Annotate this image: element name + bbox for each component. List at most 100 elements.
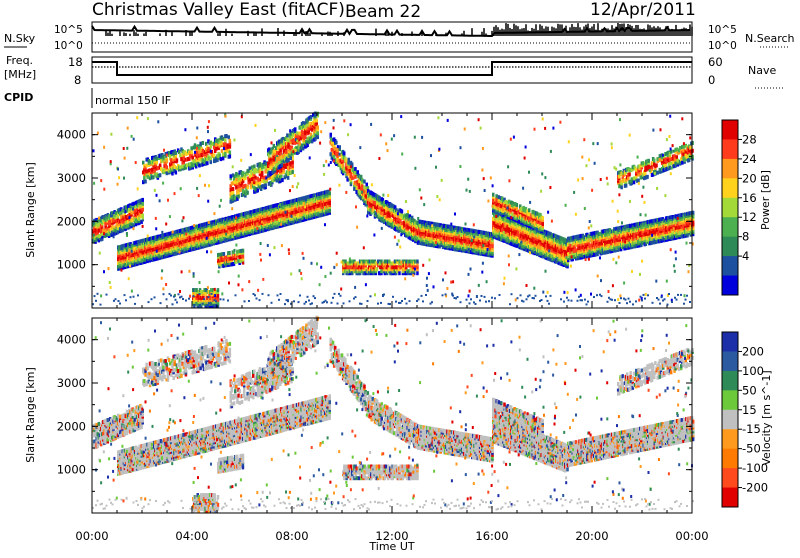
range-cell (210, 160, 213, 164)
range-cell (388, 260, 391, 264)
range-cell (380, 269, 383, 273)
range-cell (198, 164, 201, 168)
range-cell (222, 137, 225, 141)
range-cell (285, 150, 288, 154)
range-cell (225, 134, 228, 138)
range-cell (416, 265, 419, 269)
range-cell (405, 263, 408, 267)
range-cell (334, 147, 337, 151)
range-cell (222, 156, 225, 160)
range-cell (145, 164, 148, 168)
range-cell (379, 265, 382, 269)
range-cell (186, 163, 189, 167)
range-cell (235, 172, 238, 176)
range-cell (261, 179, 264, 183)
range-cell (226, 143, 229, 147)
range-cell (192, 156, 195, 160)
range-cell (205, 142, 208, 146)
range-cell (361, 184, 364, 188)
range-cell (213, 153, 216, 157)
count-tick-left-top: 10^5 (54, 24, 83, 36)
range-cell (281, 163, 284, 167)
range-cell (215, 147, 218, 151)
range-cell (360, 175, 363, 179)
range-cell (302, 147, 305, 151)
range-cell (291, 170, 294, 174)
freq-panel: Freq. [MHz] 18 8 60 0 Nave (4, 54, 785, 88)
range-cell (133, 202, 136, 206)
range-cell (416, 271, 419, 275)
range-cell (228, 135, 231, 139)
freq-label-2: [MHz] (4, 68, 36, 81)
range-cell (249, 166, 252, 170)
range-cell (166, 171, 169, 175)
range-cell (230, 174, 233, 178)
range-cell (399, 265, 402, 269)
range-cell (142, 208, 145, 212)
range-cell (401, 210, 404, 214)
range-cell (104, 222, 107, 226)
range-cell (251, 181, 254, 185)
range-cell (206, 161, 209, 165)
range-cell (354, 175, 357, 179)
range-cell (169, 155, 172, 159)
range-cell (317, 135, 320, 139)
range-cell (202, 141, 205, 145)
range-cell (339, 145, 342, 149)
range-cell (286, 133, 289, 137)
range-cell (220, 157, 223, 161)
range-cell (343, 151, 346, 155)
range-cell (162, 155, 165, 159)
range-cell (376, 267, 379, 271)
range-cell (346, 178, 349, 182)
range-cell (168, 151, 171, 155)
range-cell (335, 141, 338, 145)
count-tick-right-top: 10^5 (708, 24, 737, 36)
range-cell (210, 141, 213, 145)
range-cell (384, 260, 387, 264)
range-cell (330, 133, 333, 137)
nave-label: Nave (748, 64, 776, 77)
range-cell (148, 159, 151, 163)
range-cell (159, 173, 162, 177)
range-cell (229, 154, 232, 158)
range-cell (329, 209, 332, 213)
range-cell (112, 218, 115, 222)
range-cell (308, 130, 311, 134)
range-cell (276, 151, 279, 155)
freq-label-1: Freq. (6, 54, 33, 67)
range-cell (180, 157, 183, 161)
range-cell (179, 154, 182, 158)
range-cell (280, 175, 283, 179)
range-cell (222, 153, 225, 157)
range-cell (175, 171, 178, 175)
range-cell (145, 169, 148, 173)
range-cell (232, 173, 235, 177)
range-cell (224, 138, 227, 142)
range-cell (287, 176, 290, 180)
range-cell (156, 161, 159, 165)
nsky-label: N.Sky (4, 32, 36, 45)
range-cell (398, 271, 401, 275)
range-cell (151, 168, 154, 172)
range-cell (174, 165, 177, 169)
range-cell (190, 146, 193, 150)
range-cell (258, 178, 261, 182)
range-cell (232, 187, 235, 191)
range-cell (259, 182, 262, 186)
range-cell (393, 265, 396, 269)
range-cell (380, 260, 383, 264)
range-cell (336, 148, 339, 152)
range-cell (344, 260, 347, 264)
count-tick-right-bottom: 10^0 (708, 40, 737, 52)
range-cell (281, 178, 284, 182)
range-cell (246, 191, 249, 195)
range-cell (401, 221, 404, 225)
range-cell (246, 211, 249, 215)
range-cell (330, 152, 333, 156)
range-cell (357, 170, 360, 174)
range-cell (299, 141, 302, 145)
range-cell (142, 202, 145, 206)
range-cell (291, 164, 294, 168)
